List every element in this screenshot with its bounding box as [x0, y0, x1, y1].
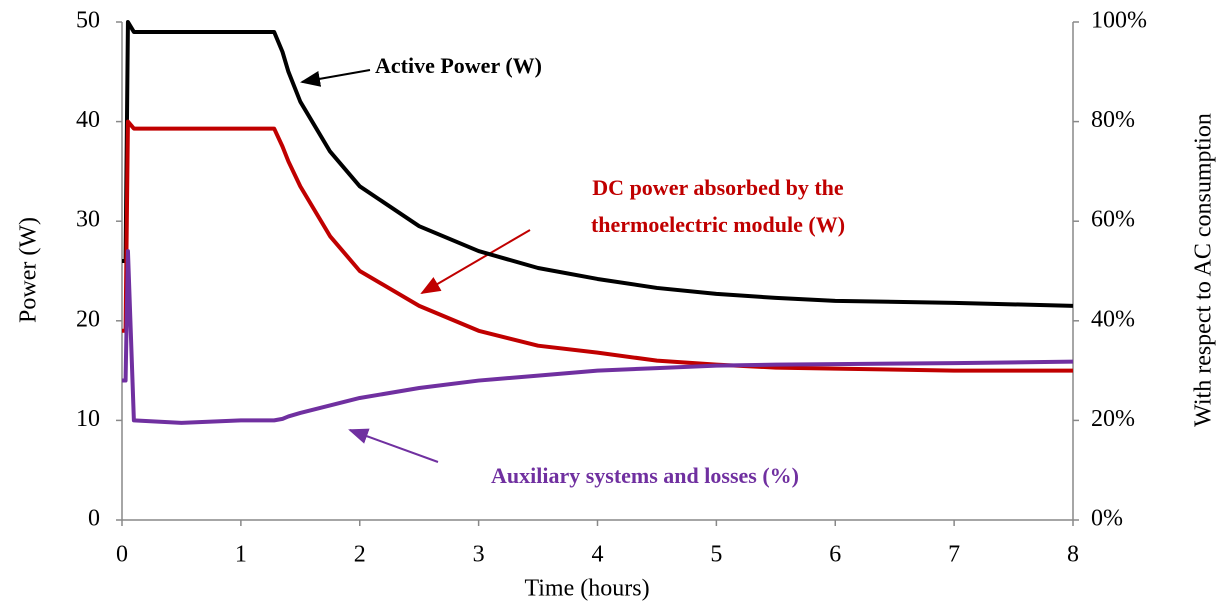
annotation-arrow	[348, 428, 439, 463]
x-axis-label: Time (hours)	[524, 576, 649, 602]
x-tick-label: 6	[829, 542, 841, 568]
y2-tick-label: 100%	[1091, 8, 1147, 34]
x-tick-label: 2	[354, 542, 366, 568]
annotation: DC power absorbed by the	[592, 175, 844, 200]
x-tick-label: 1	[235, 542, 247, 568]
series-line	[122, 249, 1074, 425]
y-axis-label: Power (W)	[16, 217, 42, 323]
annotation: Auxiliary systems and losses (%)	[491, 463, 799, 488]
y-tick-label: 20	[76, 306, 100, 332]
series-line	[122, 119, 1073, 373]
x-tick-label: 3	[473, 542, 485, 568]
y-tick-label: 40	[76, 107, 100, 133]
x-tick-label: 8	[1067, 542, 1079, 568]
x-tick-label: 5	[710, 542, 722, 568]
y2-tick-label: 40%	[1091, 306, 1135, 332]
y-tick-label: 50	[76, 8, 100, 34]
y-tick-label: 30	[76, 207, 100, 233]
annotation-arrow	[420, 229, 531, 295]
y2-axis-label: With respect to AC consumption	[1191, 113, 1217, 427]
y2-tick-label: 60%	[1091, 207, 1135, 233]
y-tick-label: 10	[76, 406, 100, 432]
y2-tick-label: 20%	[1091, 406, 1135, 432]
x-tick-label: 0	[116, 542, 128, 568]
annotation: thermoelectric module (W)	[591, 212, 845, 237]
y2-tick-label: 80%	[1091, 107, 1135, 133]
y2-tick-label: 0%	[1091, 506, 1123, 532]
x-tick-label: 7	[948, 542, 960, 568]
series-line	[122, 20, 1074, 308]
annotation-arrow	[300, 69, 371, 87]
y-tick-label: 0	[88, 506, 100, 532]
annotation: Active Power (W)	[375, 53, 542, 78]
x-tick-label: 4	[592, 542, 604, 568]
